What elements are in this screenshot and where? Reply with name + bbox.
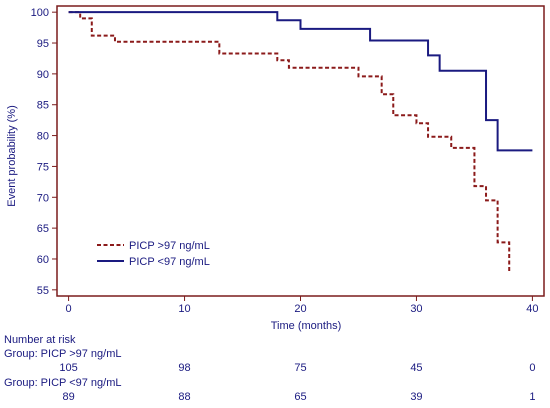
x-tick-label-0: 0 xyxy=(66,303,72,315)
y-tick-label-95: 95 xyxy=(37,38,49,50)
x-tick-label-20: 20 xyxy=(294,303,306,315)
y-tick-label-60: 60 xyxy=(37,254,49,266)
risk-count: 39 xyxy=(410,391,423,403)
risk-count: 0 xyxy=(529,362,536,374)
risk-count: 65 xyxy=(294,391,307,403)
series-line-picp-high xyxy=(68,11,511,272)
series-layer xyxy=(68,11,533,272)
y-tick-label-90: 90 xyxy=(37,69,49,81)
legend-label-1: PICP <97 ng/mL xyxy=(129,256,210,268)
x-tick-label-40: 40 xyxy=(526,303,538,315)
plot-frame xyxy=(56,5,545,297)
x-tick-label-30: 30 xyxy=(410,303,422,315)
risk-count: 75 xyxy=(294,362,307,374)
risk-count: 89 xyxy=(62,391,75,403)
risk-group-label-low: Group: PICP <97 ng/mL xyxy=(4,377,122,389)
x-axis-label: Time (months) xyxy=(271,320,342,332)
x-tick-label-10: 10 xyxy=(178,303,190,315)
number-at-risk-heading: Number at risk xyxy=(4,334,76,346)
series-line-picp-low xyxy=(68,11,533,152)
y-tick-label-65: 65 xyxy=(37,223,49,235)
y-tick-label-70: 70 xyxy=(37,192,49,204)
risk-count: 105 xyxy=(59,362,78,374)
axes-layer: 0 10 20 30 40 55 60 65 70 75 80 85 90 95 100 xyxy=(31,5,545,315)
risk-group-label-high: Group: PICP >97 ng/mL xyxy=(4,348,122,360)
y-tick-label-75: 75 xyxy=(37,161,49,173)
y-tick-label-55: 55 xyxy=(37,285,49,297)
risk-count: 98 xyxy=(178,362,191,374)
risk-count: 45 xyxy=(410,362,423,374)
y-tick-label-100: 100 xyxy=(31,7,49,19)
legend: PICP >97 ng/mL PICP <97 ng/mL xyxy=(97,240,210,268)
y-tick-label-85: 85 xyxy=(37,100,49,112)
legend-label-0: PICP >97 ng/mL xyxy=(129,240,210,252)
risk-count: 88 xyxy=(178,391,191,403)
y-tick-label-80: 80 xyxy=(37,131,49,143)
y-axis-label: Event probability (%) xyxy=(6,105,18,207)
risk-count: 1 xyxy=(529,391,536,403)
